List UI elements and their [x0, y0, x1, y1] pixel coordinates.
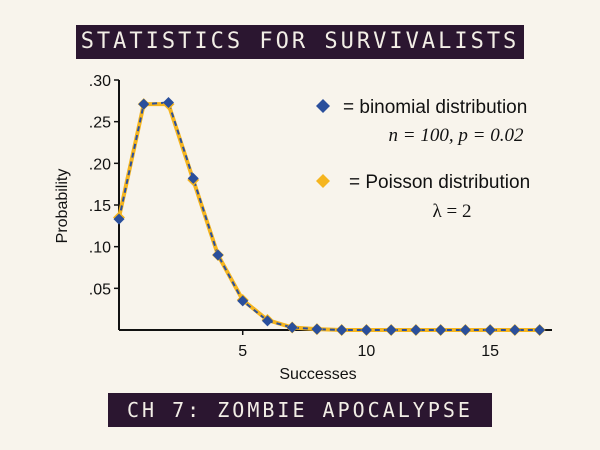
chart-legend: = binomial distribution n = 100, p = 0.02… [316, 97, 530, 222]
x-tick-label: 5 [238, 343, 247, 360]
binomial-point [484, 324, 496, 336]
y-tick-label: .05 [89, 281, 111, 298]
binomial-point [286, 322, 298, 333]
legend-binomial-params: n = 100, p = 0.02 [389, 125, 524, 146]
legend-poisson-params: λ = 2 [433, 201, 472, 222]
series-points [113, 97, 546, 336]
binomial-point [385, 324, 397, 336]
binomial-point [336, 324, 348, 336]
chapter-banner: CH 7: ZOMBIE APOCALYPSE [108, 393, 492, 427]
x-tick-label: 10 [358, 343, 376, 360]
title-banner: STATISTICS FOR SURVIVALISTS [76, 25, 524, 59]
x-axis-label: Successes [279, 366, 356, 383]
y-tick-label: .15 [89, 198, 111, 215]
binomial-point [435, 324, 447, 336]
binomial-point [410, 324, 422, 336]
x-tick-label: 15 [481, 343, 499, 360]
y-tick-label: .30 [89, 73, 111, 90]
legend-poisson-marker [316, 174, 330, 188]
binomial-point [360, 324, 372, 336]
binomial-point [459, 324, 471, 336]
binomial-point [311, 323, 323, 335]
y-tick-label: .10 [89, 240, 111, 257]
binomial-point [237, 295, 249, 307]
binomial-point [534, 324, 546, 336]
binomial-point [212, 249, 224, 261]
binomial-point [261, 315, 273, 327]
legend-binomial-marker [316, 99, 330, 113]
binomial-point [187, 172, 199, 184]
legend-binomial-label: = binomial distribution [343, 97, 527, 118]
legend-poisson-label: = Poisson distribution [349, 172, 530, 193]
y-tick-label: .20 [89, 156, 111, 173]
binomial-point [113, 213, 125, 225]
binomial-point [162, 97, 174, 108]
y-axis-label: Probability [54, 169, 71, 244]
y-tick-label: .25 [89, 115, 111, 132]
binomial-point [509, 324, 521, 336]
binomial-point [138, 98, 150, 110]
chart-ticks: .05 .10 .15 .20 .25 .30 5 10 15 [89, 73, 499, 360]
